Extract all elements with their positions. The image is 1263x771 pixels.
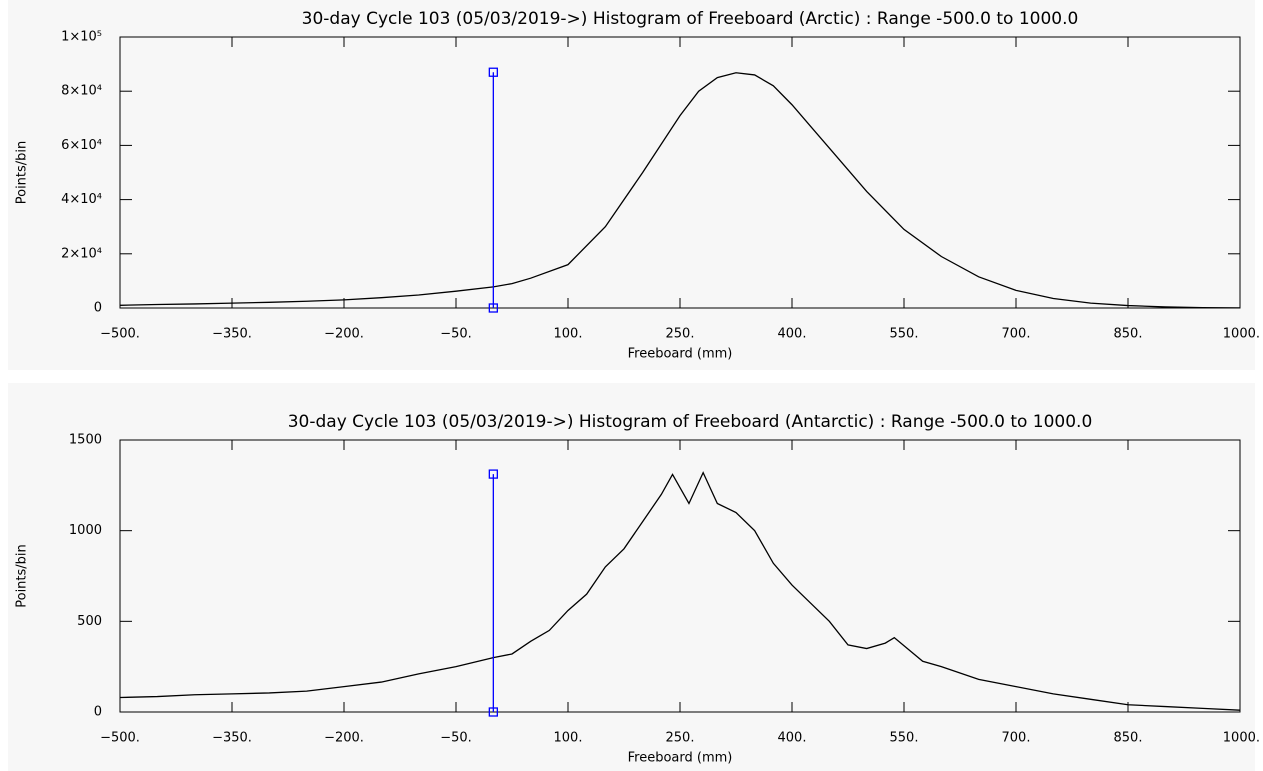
panel-background	[8, 383, 1255, 771]
y-tick-label: 4×10⁴	[61, 192, 102, 207]
y-tick-label: 1500	[69, 433, 102, 448]
x-tick-label: 550.	[890, 731, 919, 746]
y-tick-label: 1×10⁵	[61, 30, 102, 45]
x-tick-label: 700.	[1002, 327, 1031, 342]
x-tick-label: 850.	[1114, 731, 1143, 746]
x-tick-label: 1000.	[1223, 327, 1260, 342]
x-axis-label: Freeboard (mm)	[628, 347, 733, 362]
marker-square	[488, 67, 498, 77]
x-axis-label: Freeboard (mm)	[628, 751, 733, 766]
y-tick-label: 8×10⁴	[61, 84, 102, 99]
x-tick-label: −50.	[440, 327, 472, 342]
x-tick-label: 250.	[666, 731, 695, 746]
chart-title: 30-day Cycle 103 (05/03/2019->) Histogra…	[288, 412, 1093, 432]
x-tick-label: −200.	[324, 327, 364, 342]
data-line	[119, 72, 1241, 309]
marker-square	[488, 707, 498, 717]
y-tick-label: 6×10⁴	[61, 138, 102, 153]
y-tick-label: 0	[94, 301, 102, 316]
x-tick-label: 400.	[778, 327, 807, 342]
x-tick-label: −200.	[324, 731, 364, 746]
x-tick-label: 100.	[554, 731, 583, 746]
x-tick-label: −50.	[440, 731, 472, 746]
x-tick-label: 700.	[1002, 731, 1031, 746]
data-line	[119, 471, 1241, 711]
y-tick-label: 1000	[69, 523, 102, 538]
x-tick-label: −500.	[100, 327, 140, 342]
x-tick-label: 550.	[890, 327, 919, 342]
y-axis-label: Points/bin	[15, 141, 30, 205]
y-axis-label: Points/bin	[15, 544, 30, 608]
marker-square	[488, 469, 498, 479]
x-tick-label: 100.	[554, 327, 583, 342]
x-tick-label: 850.	[1114, 327, 1143, 342]
panel-background	[8, 0, 1255, 370]
y-tick-label: 2×10⁴	[61, 246, 102, 261]
chart-title: 30-day Cycle 103 (05/03/2019->) Histogra…	[302, 9, 1079, 29]
x-tick-label: −350.	[212, 327, 252, 342]
y-tick-label: 0	[94, 705, 102, 720]
x-tick-label: 250.	[666, 327, 695, 342]
x-tick-label: −350.	[212, 731, 252, 746]
x-tick-label: −500.	[100, 731, 140, 746]
y-tick-label: 500	[77, 614, 102, 629]
x-tick-label: 1000.	[1223, 731, 1260, 746]
x-tick-label: 400.	[778, 731, 807, 746]
marker-square	[488, 303, 498, 313]
